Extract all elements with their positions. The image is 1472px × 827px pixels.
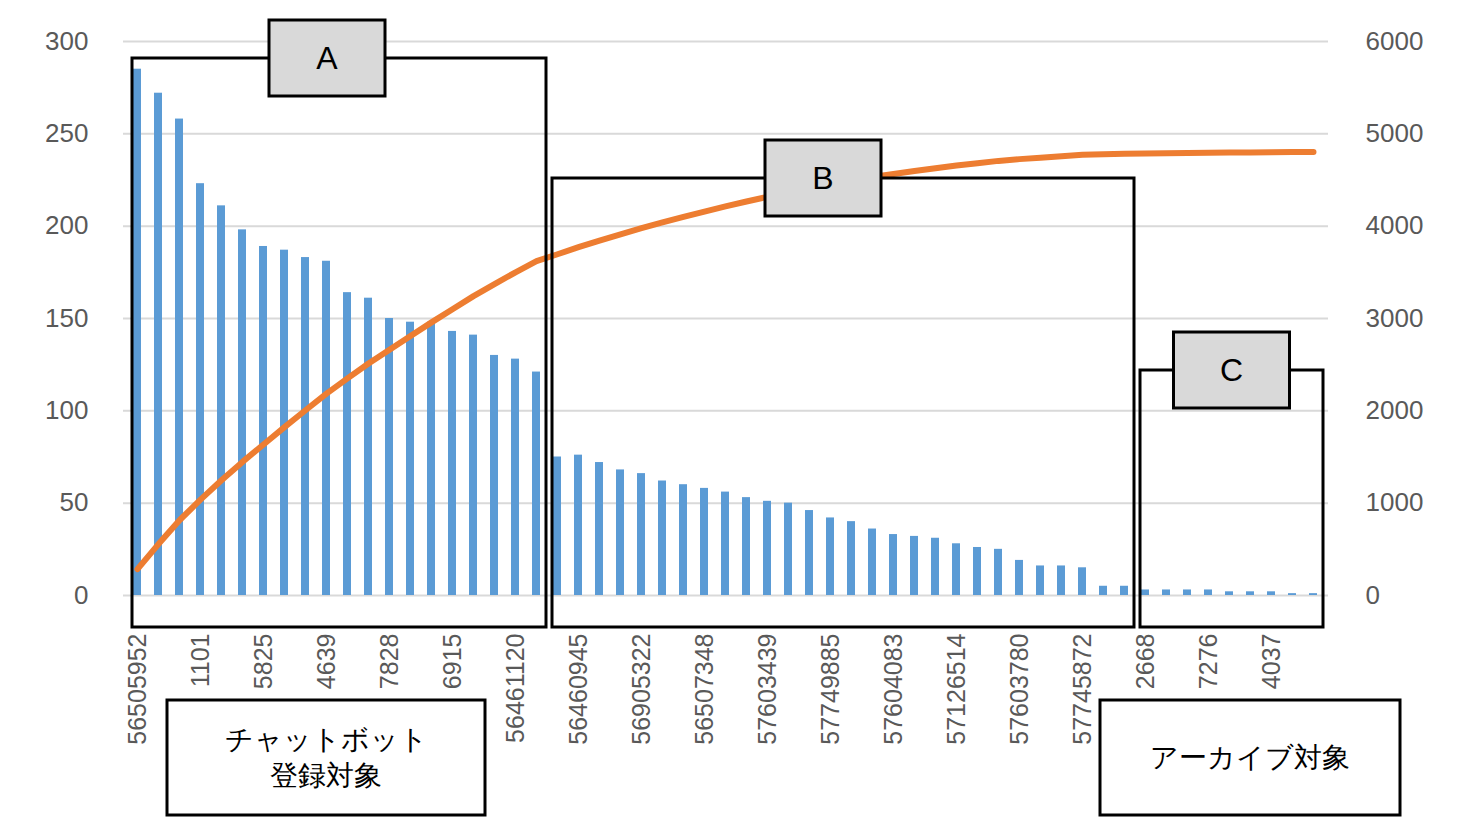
svg-text:56905322: 56905322 (627, 634, 655, 745)
svg-text:7828: 7828 (375, 634, 403, 690)
svg-text:50: 50 (60, 487, 89, 517)
svg-text:アーカイブ対象: アーカイブ対象 (1150, 742, 1350, 773)
svg-text:300: 300 (45, 26, 88, 56)
svg-text:5825: 5825 (249, 634, 277, 690)
svg-text:1000: 1000 (1366, 487, 1424, 517)
svg-text:57603780: 57603780 (1005, 634, 1033, 745)
svg-text:57745872: 57745872 (1068, 634, 1096, 745)
svg-text:6000: 6000 (1366, 26, 1424, 56)
svg-text:0: 0 (1366, 580, 1380, 610)
svg-text:2668: 2668 (1131, 634, 1159, 690)
svg-text:7276: 7276 (1194, 634, 1222, 690)
svg-text:200: 200 (45, 210, 88, 240)
svg-text:5000: 5000 (1366, 118, 1424, 148)
svg-text:2000: 2000 (1366, 395, 1424, 425)
svg-text:57126514: 57126514 (942, 633, 970, 744)
svg-text:57604083: 57604083 (879, 634, 907, 745)
svg-text:4000: 4000 (1366, 210, 1424, 240)
svg-text:チャットボット: チャットボット (225, 724, 428, 755)
svg-text:3000: 3000 (1366, 303, 1424, 333)
svg-text:56460945: 56460945 (564, 634, 592, 745)
svg-text:56461120: 56461120 (501, 634, 529, 743)
svg-text:4037: 4037 (1257, 634, 1285, 690)
svg-text:6915: 6915 (438, 634, 466, 690)
svg-text:A: A (316, 40, 338, 76)
svg-text:57749885: 57749885 (816, 634, 844, 745)
svg-text:100: 100 (45, 395, 88, 425)
svg-text:0: 0 (74, 580, 88, 610)
svg-text:56507348: 56507348 (690, 634, 718, 745)
svg-text:4639: 4639 (312, 634, 340, 690)
svg-text:56505952: 56505952 (123, 634, 151, 745)
svg-text:B: B (812, 160, 833, 196)
svg-text:登録対象: 登録対象 (270, 760, 382, 791)
svg-text:1101: 1101 (186, 634, 214, 688)
svg-text:C: C (1220, 352, 1243, 388)
svg-text:57603439: 57603439 (753, 634, 781, 745)
svg-text:150: 150 (45, 303, 88, 333)
svg-text:250: 250 (45, 118, 88, 148)
